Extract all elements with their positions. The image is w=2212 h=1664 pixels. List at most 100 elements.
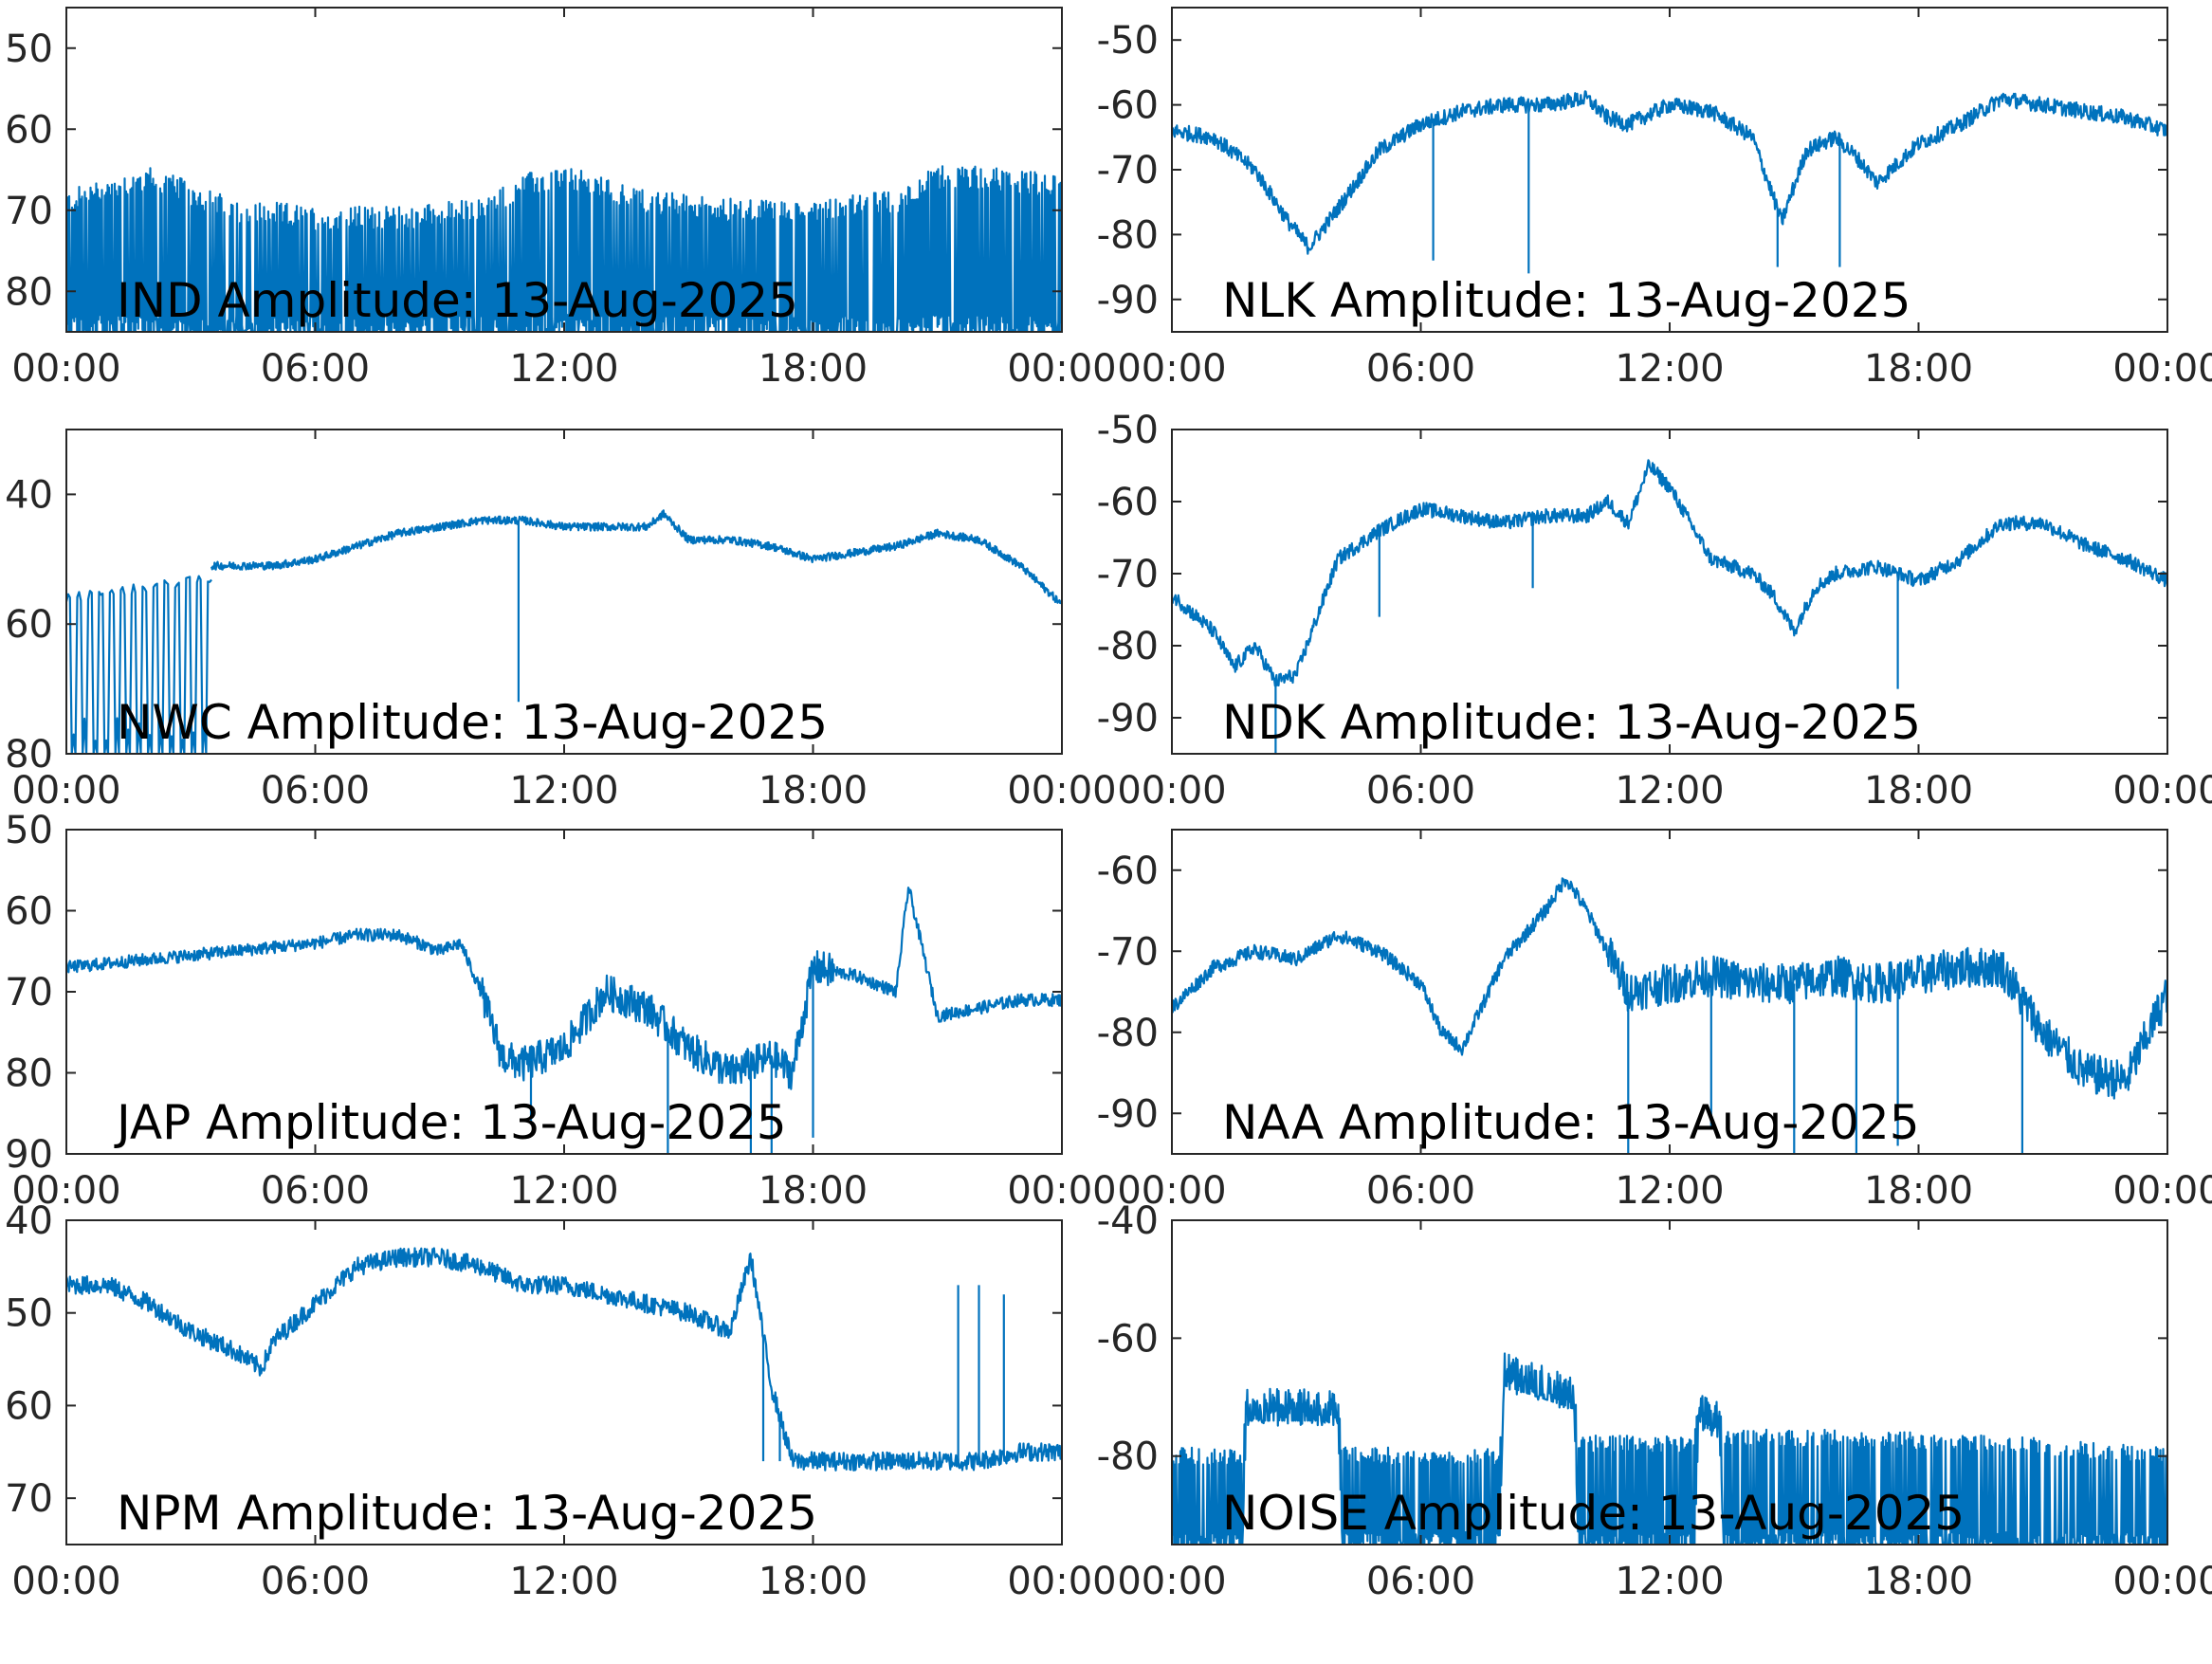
data-trace (66, 887, 1062, 1090)
pre-data-trace (66, 575, 212, 754)
panel-title: NAA Amplitude: 13-Aug-2025 (1222, 1095, 1920, 1150)
x-tick-label: 18:00 (1864, 1560, 1973, 1603)
panel-2: 00:00 06:00 12:00 18:00 00:00 40 60 80 NWC Ampli… (5, 429, 1117, 813)
y-tick-label: 40 (5, 473, 53, 517)
x-tick-label: 00:00 (1117, 769, 1226, 813)
x-tick-label: 00:00 (11, 347, 120, 391)
x-tick-label: 00:00 (1117, 1169, 1226, 1213)
y-tick-label: -70 (1097, 553, 1159, 596)
data-trace (1172, 877, 2167, 1100)
data-trace (1172, 459, 2167, 687)
y-tick-label: 40 (5, 1199, 53, 1243)
x-tick-label: 06:00 (261, 769, 370, 813)
y-tick-label: -70 (1097, 930, 1159, 974)
x-tick-label: 00:00 (1007, 769, 1116, 813)
series-4 (66, 887, 1062, 1154)
y-tick-label: 50 (5, 1292, 53, 1336)
x-tick-label: 18:00 (1864, 1169, 1973, 1213)
y-tick-label: 60 (5, 1384, 53, 1428)
y-tick-label: -50 (1097, 19, 1159, 63)
panel-7: 00:00 06:00 12:00 18:00 00:00 -40 -60 -80 NOISE … (1097, 1199, 2212, 1603)
y-tick-label: 80 (5, 733, 53, 777)
x-tick-label: 12:00 (509, 347, 618, 391)
series-7 (1172, 1352, 2167, 1545)
panel-title: JAP Amplitude: 13-Aug-2025 (114, 1095, 787, 1150)
x-tick-label: 12:00 (509, 1560, 618, 1603)
x-tick-label: 00:00 (11, 1560, 120, 1603)
x-tick-label: 06:00 (261, 347, 370, 391)
series-6 (66, 1247, 1062, 1472)
y-tick-label: -60 (1097, 850, 1159, 893)
x-tick-label: 00:00 (1007, 1560, 1116, 1603)
x-tick-label: 00:00 (2112, 1560, 2212, 1603)
x-tick-label: 18:00 (1864, 769, 1973, 813)
y-tick-label: -40 (1097, 1199, 1159, 1243)
y-tick-label: -90 (1097, 697, 1159, 741)
x-tick-label: 06:00 (1366, 769, 1475, 813)
x-tick-label: 18:00 (759, 1169, 868, 1213)
y-tick-label: -80 (1097, 213, 1159, 257)
x-tick-label: 18:00 (1864, 347, 1973, 391)
y-tick-label: -90 (1097, 279, 1159, 322)
panel-0: 00:00 06:00 12:00 18:00 00:00 50 60 70 80 IND Amp… (5, 7, 1117, 391)
x-tick-label: 12:00 (509, 769, 618, 813)
y-tick-label: 70 (5, 1477, 53, 1521)
series-5 (1172, 877, 2167, 1154)
x-tick-label: 00:00 (1117, 347, 1226, 391)
x-tick-label: 00:00 (11, 1169, 120, 1213)
x-tick-label: 12:00 (1615, 1560, 1724, 1603)
x-tick-label: 06:00 (1366, 1169, 1475, 1213)
x-tick-label: 06:00 (261, 1169, 370, 1213)
x-tick-label: 06:00 (261, 1560, 370, 1603)
panel-3: 00:00 06:00 12:00 18:00 00:00 -50 -60 -70 -80 -90… (1097, 409, 2212, 813)
x-tick-label: 12:00 (1615, 347, 1724, 391)
y-tick-label: -90 (1097, 1092, 1159, 1136)
series-2 (66, 509, 1062, 754)
series-0 (66, 165, 1062, 332)
x-tick-label: 00:00 (1117, 1560, 1226, 1603)
panel-title: NLK Amplitude: 13-Aug-2025 (1222, 273, 1910, 328)
panel-6: 00:00 06:00 12:00 18:00 00:00 40 50 60 70 NPM Amp… (5, 1199, 1117, 1603)
y-tick-label: -80 (1097, 1012, 1159, 1055)
x-tick-label: 00:00 (11, 769, 120, 813)
y-tick-label: -80 (1097, 625, 1159, 668)
panel-4: 00:00 06:00 12:00 18:00 00:00 50 60 70 80 90 JAP A… (5, 809, 1117, 1213)
x-tick-label: 00:00 (2112, 1169, 2212, 1213)
y-tick-label: 70 (5, 190, 53, 233)
y-tick-label: 60 (5, 108, 53, 152)
data-trace (1172, 1352, 2167, 1545)
y-tick-label: -70 (1097, 149, 1159, 192)
panel-title: NWC Amplitude: 13-Aug-2025 (117, 695, 828, 750)
y-tick-label: -80 (1097, 1435, 1159, 1479)
y-tick-label: 90 (5, 1133, 53, 1177)
y-tick-label: 50 (5, 809, 53, 852)
y-tick-label: -60 (1097, 481, 1159, 524)
y-tick-label: 50 (5, 27, 53, 71)
y-tick-label: 80 (5, 1052, 53, 1096)
x-tick-label: 00:00 (2112, 347, 2212, 391)
data-trace (66, 1247, 1062, 1472)
y-tick-label: -60 (1097, 1317, 1159, 1361)
panel-title: NDK Amplitude: 13-Aug-2025 (1222, 695, 1921, 750)
x-tick-label: 00:00 (2112, 769, 2212, 813)
y-tick-label: 60 (5, 603, 53, 647)
panel-5: 00:00 06:00 12:00 18:00 00:00 -60 -70 -80 -90 NAA… (1097, 829, 2212, 1213)
series-1 (1172, 90, 2167, 274)
y-tick-label: -60 (1097, 84, 1159, 128)
y-tick-label: 70 (5, 971, 53, 1015)
x-tick-label: 12:00 (509, 1169, 618, 1213)
panel-title: NPM Amplitude: 13-Aug-2025 (117, 1486, 817, 1541)
x-tick-label: 06:00 (1366, 1560, 1475, 1603)
x-tick-label: 00:00 (1007, 1169, 1116, 1213)
panel-title: NOISE Amplitude: 13-Aug-2025 (1222, 1486, 1965, 1541)
x-tick-label: 12:00 (1615, 1169, 1724, 1213)
x-tick-label: 06:00 (1366, 347, 1475, 391)
x-tick-label: 12:00 (1615, 769, 1724, 813)
data-trace (1172, 90, 2167, 255)
data-trace (210, 509, 1062, 605)
x-tick-label: 00:00 (1007, 347, 1116, 391)
y-tick-label: 60 (5, 890, 53, 934)
x-tick-label: 18:00 (759, 347, 868, 391)
